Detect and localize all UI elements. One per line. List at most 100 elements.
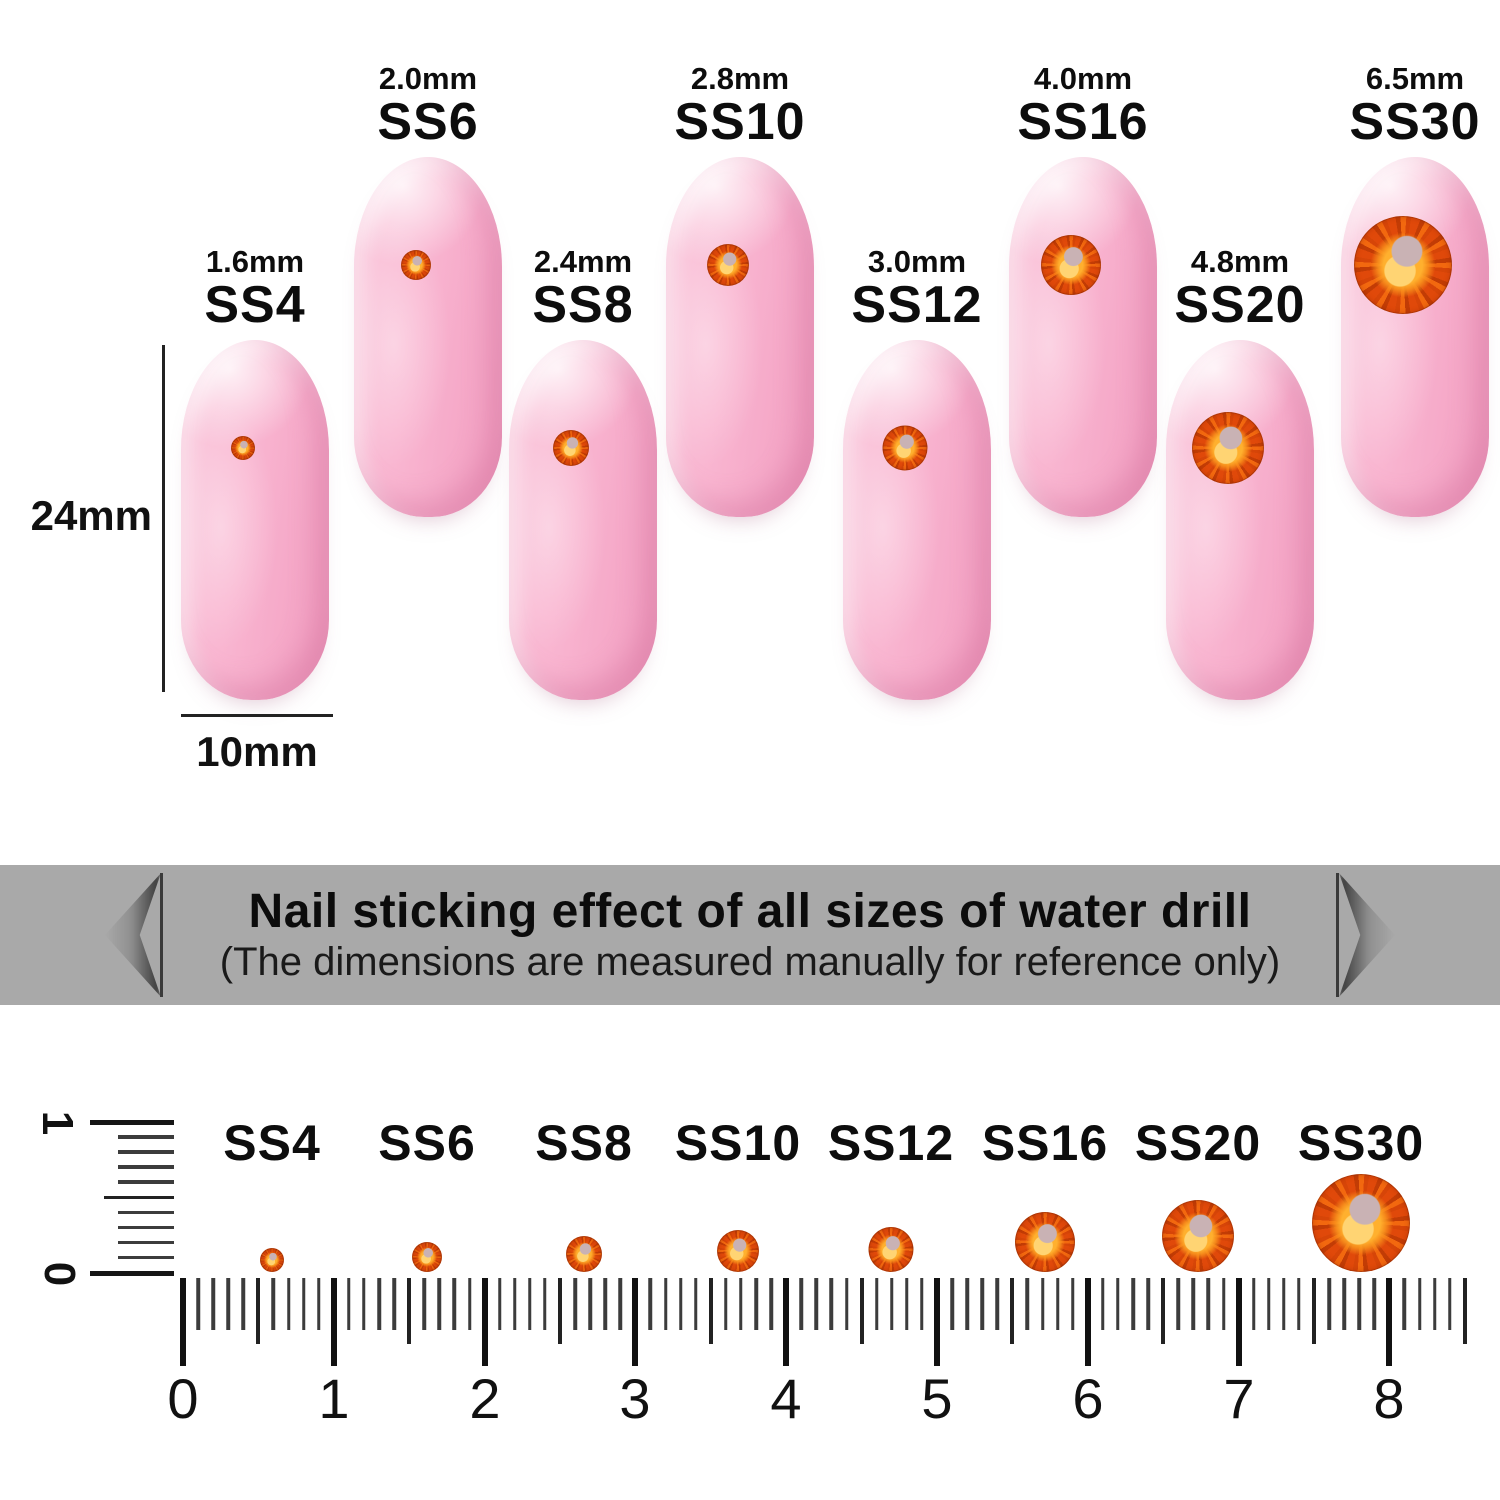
rhinestone-icon [412,1242,442,1272]
rhinestone-icon [868,1227,914,1272]
ruler-tick [118,1180,174,1184]
ruler-tick [1221,1278,1226,1330]
ruler-tick [1327,1278,1331,1330]
banner-subtitle: (The dimensions are measured manually fo… [219,940,1281,985]
ruler-tick [1447,1278,1452,1330]
ruler-tick [118,1165,174,1169]
rhinestone-icon [260,1248,284,1272]
ruler-tick [1282,1278,1286,1330]
size-mm-label: 2.0mm [378,61,478,96]
ruler-tick [1084,1278,1091,1366]
ruler-tick [301,1278,306,1330]
ruler-tick [678,1278,683,1330]
ruler-tick [663,1278,668,1330]
ruler-tick [1055,1278,1060,1330]
ruler-tick [1402,1278,1407,1330]
ruler-size-label: SS20 [1134,1115,1262,1171]
ruler-number: 3 [619,1367,651,1430]
nail-unit-ss6: 2.0mm SS6 [328,62,528,517]
ruler-tick [1342,1278,1346,1330]
ruler-tick [724,1278,728,1330]
ruler-tick [377,1278,381,1330]
ruler-tick [118,1240,174,1245]
ruler-tick [1372,1278,1377,1330]
size-ss-label: SS10 [674,93,806,151]
ruler-tick [1206,1278,1211,1330]
ruler-tick [437,1278,442,1330]
ruler-size-label: SS12 [827,1115,955,1171]
size-mm-label: 6.5mm [1365,61,1465,96]
ruler-tick [829,1278,834,1330]
banner-left-arrow-line [160,873,163,997]
rhinestone-icon [1015,1212,1075,1272]
ruler-number: 0 [167,1367,199,1430]
ruler-tick [1176,1278,1181,1330]
vertical-ruler-cm-tick [90,1271,174,1276]
ruler-tick [1025,1278,1030,1330]
ruler-tick [104,1195,174,1199]
ruler-size-label: SS6 [378,1115,476,1171]
ruler-tick [497,1278,502,1330]
ruler-tick [1131,1278,1135,1330]
ruler-tick [1116,1278,1120,1330]
ruler-tick [980,1278,984,1330]
ruler-tick [256,1278,261,1344]
ruler-tick [241,1278,246,1330]
ruler-tick [226,1278,230,1330]
rhinestone-icon [1162,1200,1234,1272]
size-mm-label: 4.0mm [1033,61,1133,96]
ruler-tick [693,1278,698,1330]
ruler-tick [632,1278,639,1366]
ruler-number: 8 [1373,1367,1405,1430]
vertical-ruler-number: 1 [33,1110,82,1136]
size-mm-label: 2.8mm [690,61,790,96]
size-ss-label: SS16 [1017,93,1149,151]
size-mm-label: 3.0mm [867,244,967,279]
banner-title: Nail sticking effect of all sizes of wat… [248,884,1252,938]
ruler-tick [1235,1278,1242,1366]
ruler-tick [965,1278,969,1330]
ruler-tick [1432,1278,1437,1330]
size-ss-label: SS30 [1349,93,1481,151]
ruler-tick [995,1278,1000,1330]
rhinestone-icon [1354,216,1452,314]
ruler-tick [407,1278,412,1344]
ruler-size-label: SS10 [674,1115,802,1171]
ruler-number: 5 [921,1367,953,1430]
ruler-tick [118,1135,174,1139]
nail-unit-ss10: 2.8mm SS10 [640,62,840,517]
ruler-number: 2 [469,1367,501,1430]
size-mm-label: 4.8mm [1190,244,1290,279]
ruler-tick [467,1278,472,1330]
nail-tip [666,157,814,517]
nail-tip [509,340,657,700]
ruler-tick [513,1278,517,1330]
nail-tip [354,157,502,517]
ruler-tick [1010,1278,1015,1344]
nail-tip [1166,340,1314,700]
ruler-tick [1040,1278,1045,1330]
ruler-tick [362,1278,366,1330]
ruler-tick [196,1278,200,1330]
nail-tip [843,340,991,700]
nail-unit-ss12: 3.0mm SS12 [817,245,1017,700]
banner-right-arrow-line [1336,873,1339,997]
ruler-tick [1161,1278,1166,1344]
rhinestone-icon [401,250,431,280]
ruler-tick [211,1278,215,1330]
ruler-size-label: SS4 [223,1115,321,1171]
ruler-tick [1101,1278,1105,1330]
ruler-number: 1 [318,1367,350,1430]
banner: Nail sticking effect of all sizes of wat… [0,865,1500,1005]
nail-tip [181,340,329,700]
ruler-tick [118,1225,174,1230]
nail-unit-ss16: 4.0mm SS16 [983,62,1183,517]
ruler-number: 4 [770,1367,802,1430]
rhinestone-icon [717,1230,759,1272]
ruler-tick [754,1278,758,1330]
ruler-number: 7 [1223,1367,1255,1430]
ruler-tick [1386,1278,1393,1366]
ruler-tick [316,1278,321,1330]
nail-unit-ss20: 4.8mm SS20 [1140,245,1340,700]
